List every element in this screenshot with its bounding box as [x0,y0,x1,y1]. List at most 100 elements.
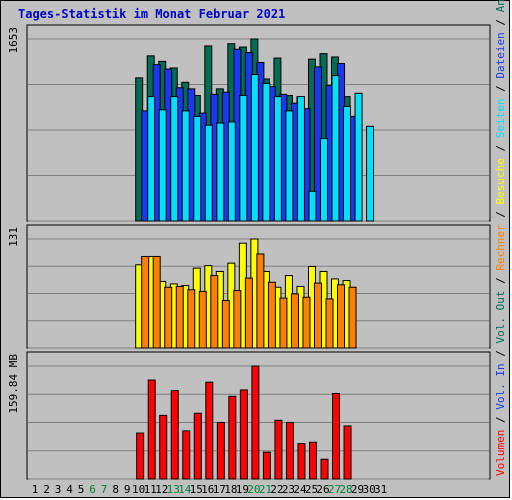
x-tick-label: 14 [178,483,192,496]
legend-entry: Rechner [494,224,507,271]
bar-rechner-day-22 [279,297,288,349]
bar-rechner-day-10 [141,255,150,349]
bar-seiten-day-28 [354,92,363,222]
bar-volumen-day-15 [193,412,202,480]
x-tick-label: 17 [213,483,226,496]
bar-rechner-day-19 [244,277,253,349]
bar-rechner-day-27 [337,284,346,349]
bar-seiten-day-14 [193,115,202,222]
x-tick-label: 8 [112,483,119,496]
legend-entry: Dateien [494,32,507,78]
legend-entry: Vol. Out [494,291,507,344]
legend-entry: Vol. In [494,363,507,409]
x-tick-label: 12 [155,483,168,496]
x-tick-label: 10 [132,483,145,496]
x-tick-label: 18 [224,483,237,496]
bar-volumen-day-11 [147,379,156,480]
x-tick-label: 21 [259,483,272,496]
x-tick-label: 20 [247,483,260,496]
bar-volumen-day-28 [343,425,352,480]
x-tick-label: 7 [101,483,108,496]
bar-volumen-day-21 [262,451,271,480]
ymax-label-middle: 131 [7,227,20,247]
x-tick-label: 22 [270,483,283,496]
bar-rechner-day-25 [313,282,322,349]
bar-rechner-day-11 [152,255,161,349]
bar-rechner-day-16 [210,275,219,349]
x-tick-label: 26 [316,483,329,496]
bar-seiten-day-25 [319,137,328,222]
legend-entry: Besuche [494,158,507,204]
x-tick-label: 1 [32,483,39,496]
bar-seiten-day-16 [216,122,225,222]
bar-seiten-day-12 [170,96,179,222]
legend-entry: Anfragen [494,0,507,12]
bar-rechner-day-15 [198,290,207,349]
bar-rechner-day-17 [221,300,230,349]
bar-rechner-day-24 [302,296,311,349]
bar-rechner-day-18 [233,290,242,349]
legend-entry: / [494,271,507,291]
x-tick-label: 29 [351,483,364,496]
bar-volumen-day-16 [205,381,214,480]
bar-seiten-day-29 [366,125,375,222]
bar-volumen-day-22 [274,419,283,480]
x-tick-label: 16 [201,483,214,496]
bar-seiten-day-18 [239,94,248,222]
bar-volumen-day-17 [216,421,225,480]
x-tick-label: 9 [124,483,131,496]
legend-entry: Seiten [494,98,507,138]
chart-title: Tages-Statistik im Monat Februar 2021 [18,7,286,21]
bar-rechner-day-26 [325,298,334,349]
bar-rechner-day-13 [175,285,184,349]
bar-seiten-day-26 [331,75,340,222]
legend-entry: / [494,410,507,430]
bar-rechner-day-21 [267,281,276,349]
bar-volumen-day-20 [251,365,260,480]
bar-seiten-day-17 [227,121,236,222]
bar-volumen-day-27 [332,392,341,480]
bar-volumen-day-14 [182,430,191,480]
x-tick-label: 3 [55,483,62,496]
x-tick-label: 27 [328,483,341,496]
bar-volumen-day-23 [285,421,294,480]
bar-seiten-day-19 [250,74,259,222]
bar-volumen-day-19 [239,389,248,480]
x-tick-label: 25 [305,483,318,496]
legend-entry: / [494,344,507,364]
bar-seiten-day-23 [296,96,305,222]
x-tick-label: 28 [339,483,352,496]
legend-entry: / [494,138,507,158]
x-tick-label: 5 [78,483,85,496]
bar-rechner-day-14 [187,289,196,349]
bar-volumen-day-12 [159,414,168,480]
bar-seiten-day-24 [308,190,317,222]
x-tick-label: 6 [89,483,96,496]
x-tick-label: 19 [236,483,249,496]
bar-volumen-day-26 [320,458,329,480]
x-tick-label: 2 [43,483,50,496]
ymax-label-top: 1653 [7,27,20,54]
bar-volumen-day-10 [136,432,145,480]
bar-seiten-day-20 [262,82,271,222]
bar-seiten-day-13 [181,110,190,222]
x-tick-label: 30 [362,483,375,496]
x-tick-label: 11 [144,483,157,496]
right-legend: Volumen / Vol. In / Vol. Out / Rechner /… [494,0,507,476]
x-tick-label: 31 [374,483,387,496]
legend-entry: / [494,79,507,99]
bar-volumen-day-25 [308,441,317,480]
legend-entry: / [494,12,507,32]
bar-rechner-day-28 [348,286,357,349]
bar-seiten-day-27 [343,105,352,222]
x-tick-label: 24 [293,483,307,496]
bar-seiten-day-15 [204,124,213,222]
ymax-label-bottom: 159.84 MB [7,354,20,414]
bar-seiten-day-22 [285,110,294,222]
x-tick-label: 13 [167,483,180,496]
legend-entry: Volumen [494,430,507,476]
bar-volumen-day-24 [297,443,306,480]
bar-rechner-day-12 [164,286,173,349]
